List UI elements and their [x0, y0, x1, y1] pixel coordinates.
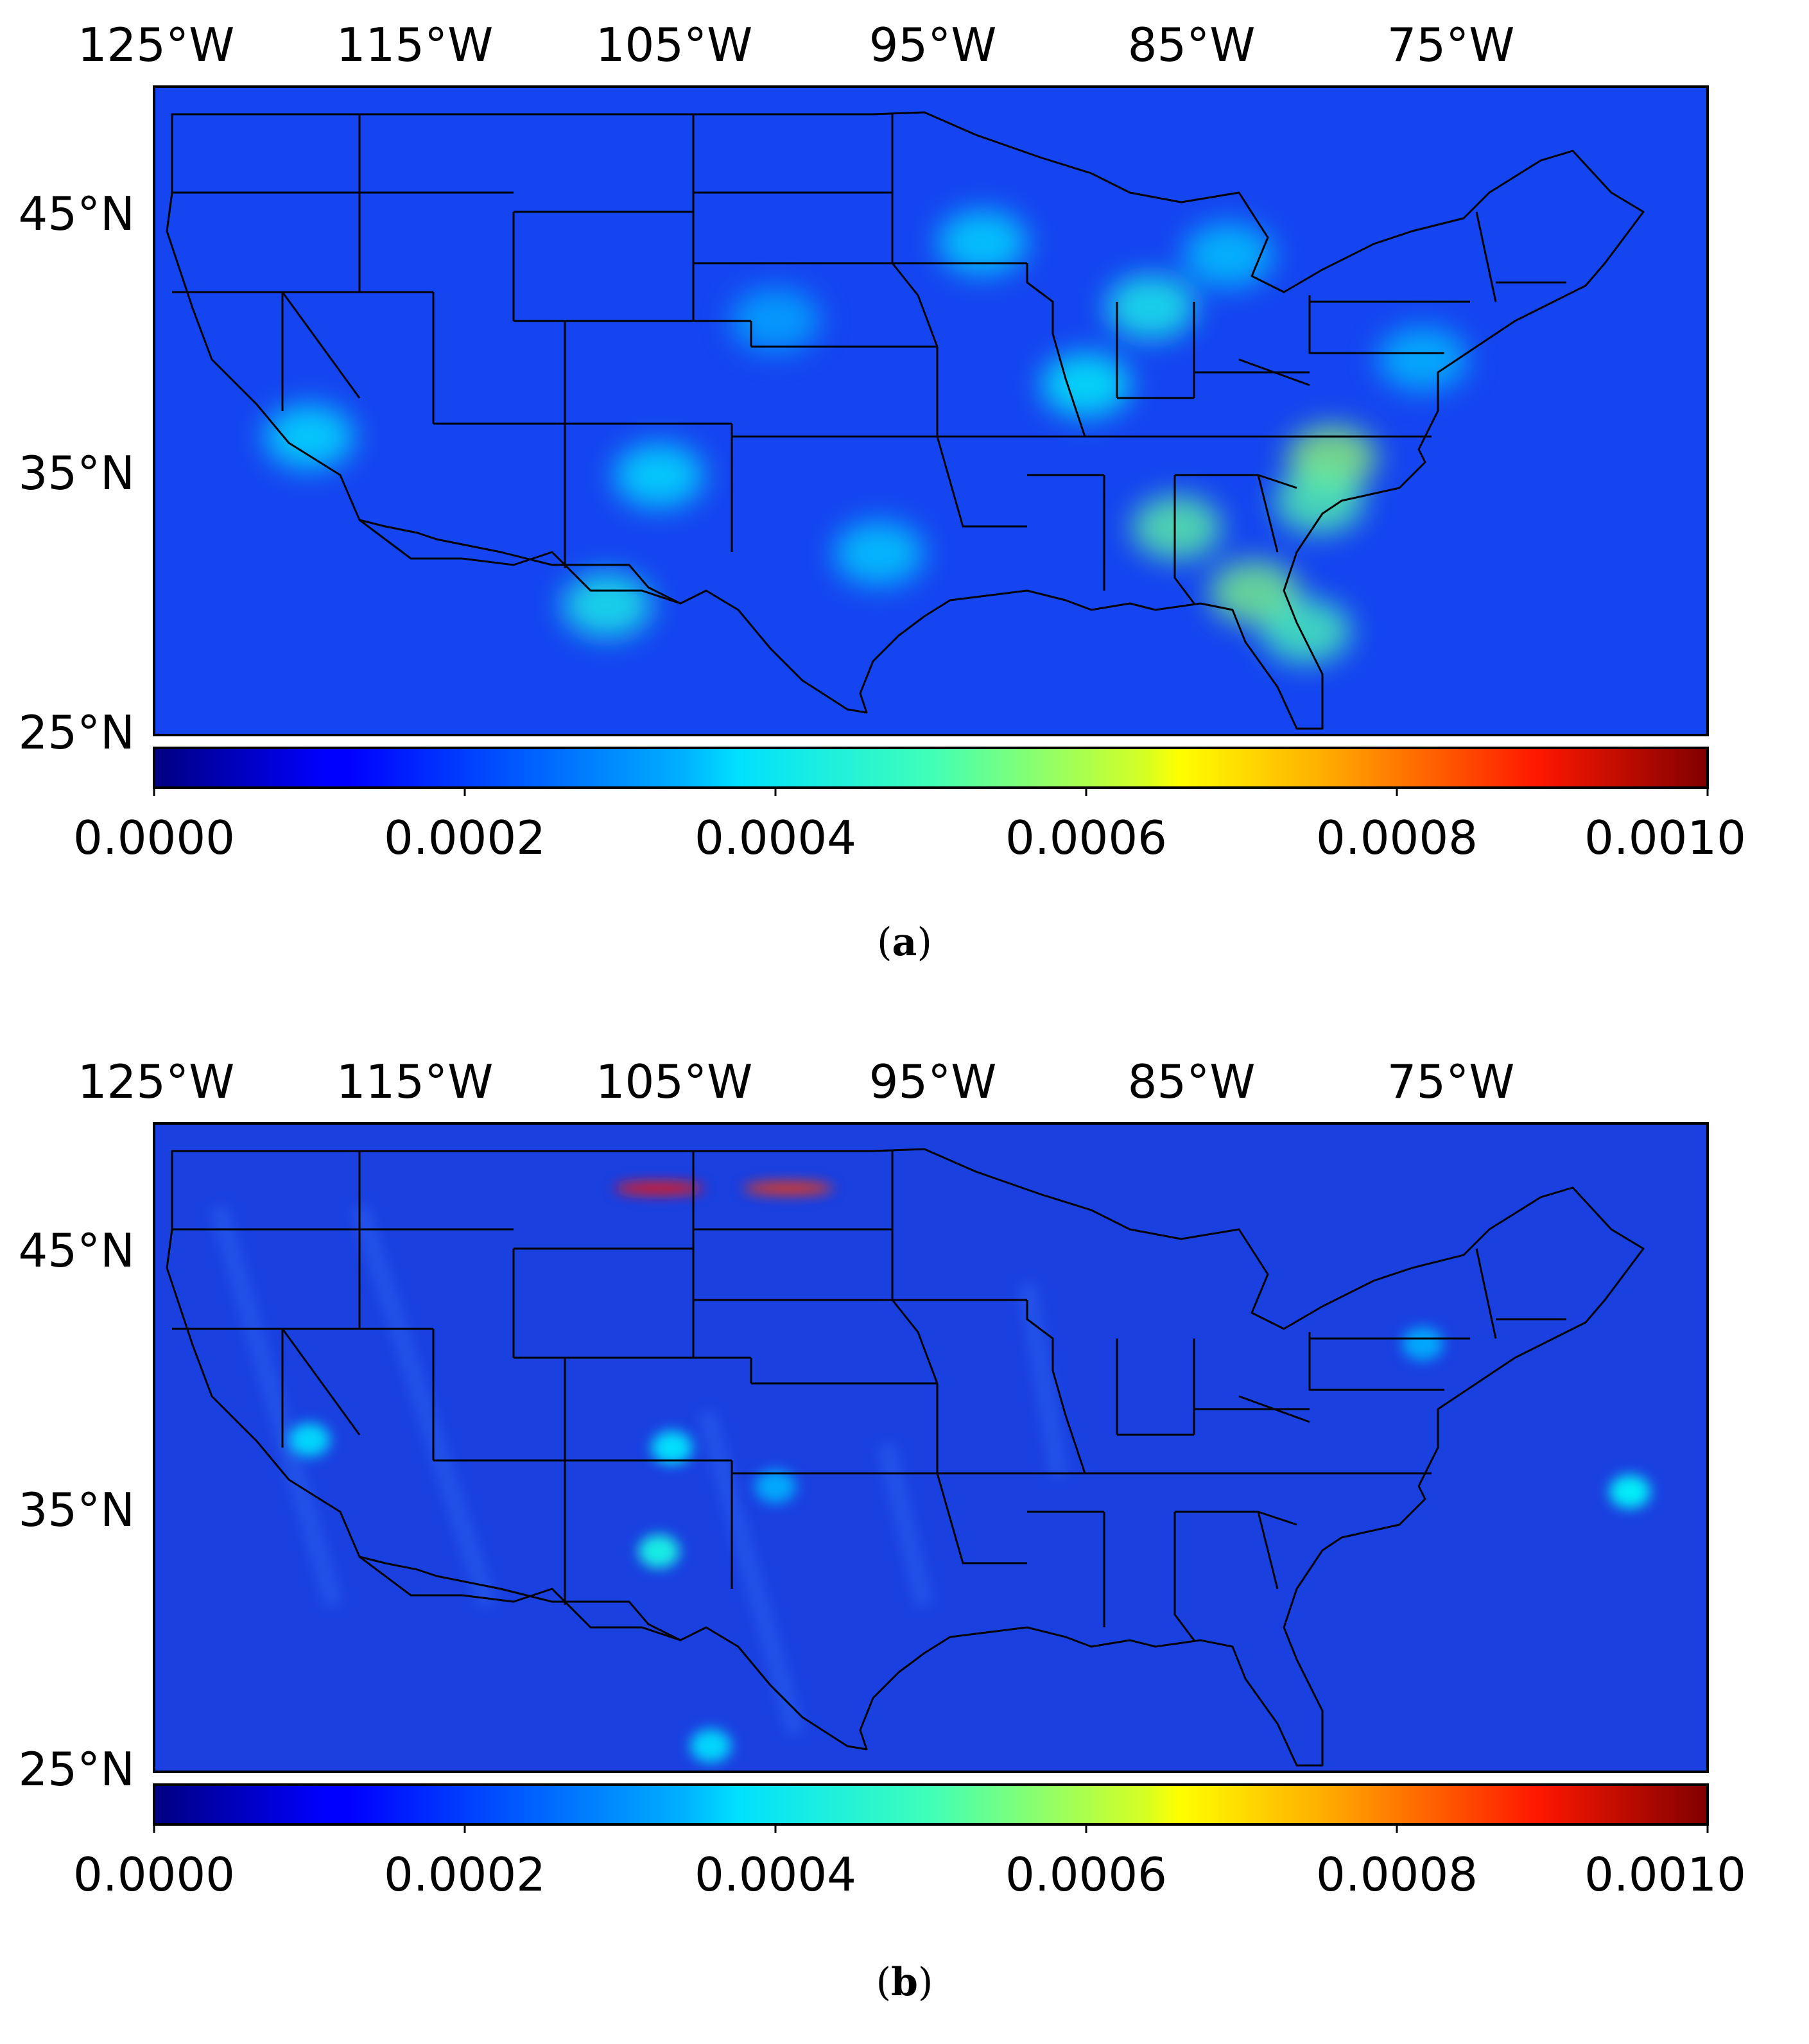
hotspot-a-1 — [1132, 495, 1222, 560]
hotspot-a-3 — [1261, 599, 1351, 664]
lon-tick-b-1: 115°W — [336, 1055, 494, 1109]
colorbar-tick-a-2: 0.0004 — [695, 811, 856, 865]
hotspot-layer-b — [289, 1182, 1650, 1763]
heatmap-b — [154, 1123, 1708, 1772]
us-boundaries-b — [166, 1148, 1645, 1767]
lon-tick-a-2: 105°W — [596, 18, 753, 72]
lat-tick-a-2: 25°N — [19, 706, 135, 759]
hotspot-layer-a — [264, 210, 1468, 664]
us-boundaries-a — [166, 111, 1645, 730]
map-frame-b — [153, 1122, 1709, 1773]
hotspot-b-2 — [638, 1534, 680, 1568]
mexico-border-b — [359, 1555, 681, 1641]
hotspot-b-0 — [614, 1182, 704, 1195]
hotspot-a-14 — [1378, 327, 1468, 392]
lat-tick-b-2: 25°N — [19, 1742, 135, 1796]
mexico-border-a — [359, 519, 681, 605]
lon-tick-a-0: 125°W — [78, 18, 235, 72]
heatmap-a — [154, 87, 1708, 735]
state-lines-b — [172, 1151, 1566, 1641]
hotspot-b-4 — [289, 1423, 330, 1457]
colorbar-tick-b-4: 0.0008 — [1316, 1848, 1478, 1901]
colorbar-gradient-b — [153, 1783, 1709, 1826]
colorbar-tick-b-5: 0.0010 — [1584, 1848, 1746, 1901]
hotspot-a-5 — [1105, 275, 1196, 340]
hotspot-a-13 — [731, 288, 820, 352]
hotspot-a-4 — [1274, 469, 1364, 534]
hotspot-b-5 — [1402, 1327, 1444, 1361]
heatmap-background-a — [154, 87, 1708, 735]
lon-tick-b-3: 95°W — [869, 1055, 997, 1109]
colorbar-tick-a-0: 0.0000 — [73, 811, 235, 865]
hotspot-a-10 — [834, 521, 924, 586]
us-outline-b — [166, 1148, 1645, 1767]
lon-tick-b-5: 75°W — [1387, 1055, 1515, 1109]
lon-tick-b-0: 125°W — [78, 1055, 235, 1109]
lon-tick-b-4: 85°W — [1128, 1055, 1256, 1109]
colorbar-ticks-a — [153, 788, 1709, 796]
colorbar-b: 0.0000 0.0002 0.0004 0.0006 0.0008 0.001… — [73, 1783, 1746, 1901]
state-lines-a — [172, 114, 1566, 604]
colorbar-tick-b-1: 0.0002 — [384, 1848, 546, 1901]
lon-axis-labels-b: 125°W 115°W 105°W 95°W 85°W 75°W — [78, 1055, 1515, 1109]
lat-tick-b-0: 45°N — [19, 1224, 135, 1278]
hotspot-b-1 — [743, 1182, 834, 1195]
lon-tick-a-3: 95°W — [869, 18, 997, 72]
hotspot-b-6 — [690, 1729, 732, 1763]
lat-tick-b-1: 35°N — [19, 1483, 135, 1537]
lon-tick-a-5: 75°W — [1387, 18, 1515, 72]
hotspot-a-11 — [937, 210, 1028, 275]
caption-b: (b) — [876, 1960, 933, 2005]
lat-tick-a-1: 35°N — [19, 446, 135, 500]
hotspot-b-3 — [651, 1431, 693, 1464]
colorbar-tick-a-4: 0.0008 — [1316, 811, 1478, 865]
colorbar-a: 0.0000 0.0002 0.0004 0.0006 0.0008 0.001… — [73, 747, 1746, 865]
colorbar-gradient-a — [153, 747, 1709, 789]
lat-axis-labels-a: 45°N 35°N 25°N — [19, 187, 135, 759]
panel-b: 125°W 115°W 105°W 95°W 85°W 75°W 45°N 35… — [19, 1055, 1746, 2005]
us-outline-a — [166, 111, 1645, 730]
colorbar-tick-b-0: 0.0000 — [73, 1848, 235, 1901]
hotspot-a-12 — [1183, 223, 1274, 288]
lon-tick-b-2: 105°W — [596, 1055, 753, 1109]
hotspot-a-7 — [562, 573, 652, 637]
colorbar-tick-a-3: 0.0006 — [1005, 811, 1167, 865]
colorbar-tick-b-3: 0.0006 — [1005, 1848, 1167, 1901]
heatmap-background-b — [154, 1123, 1708, 1772]
panel-a: 125°W 115°W 105°W 95°W 85°W 75°W 45°N 35… — [19, 18, 1746, 965]
swath-streaks-b — [209, 1204, 1068, 1736]
hotspot-b-8 — [1609, 1475, 1650, 1509]
hotspot-a-9 — [264, 404, 354, 469]
colorbar-ticks-b — [153, 1824, 1709, 1833]
lat-axis-labels-b: 45°N 35°N 25°N — [19, 1224, 135, 1796]
map-frame-a — [153, 85, 1709, 736]
colorbar-tick-a-5: 0.0010 — [1584, 811, 1746, 865]
lat-tick-a-0: 45°N — [19, 187, 135, 241]
lon-tick-a-1: 115°W — [336, 18, 494, 72]
lon-tick-a-4: 85°W — [1128, 18, 1256, 72]
hotspot-a-8 — [614, 444, 704, 508]
colorbar-tick-b-2: 0.0004 — [695, 1848, 856, 1901]
caption-a: (a) — [877, 920, 932, 965]
lon-axis-labels-a: 125°W 115°W 105°W 95°W 85°W 75°W — [78, 18, 1515, 72]
colorbar-tick-a-1: 0.0002 — [384, 811, 546, 865]
hotspot-b-7 — [755, 1469, 796, 1503]
